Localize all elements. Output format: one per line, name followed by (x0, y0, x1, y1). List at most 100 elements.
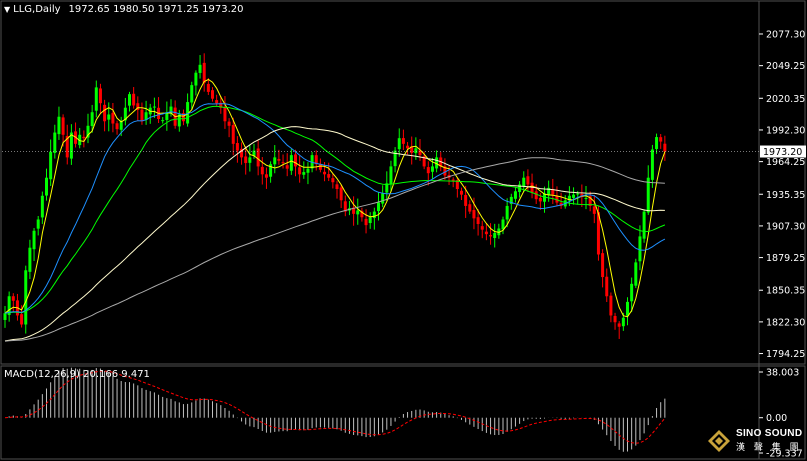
ma-line (4, 78, 666, 318)
candle-body (422, 156, 426, 167)
candle-body (223, 107, 227, 122)
candle-body (152, 106, 156, 108)
y-tick-label: 2049.25 (766, 61, 805, 72)
dropdown-triangle-icon[interactable]: ▼ (4, 5, 11, 14)
candle-body (655, 137, 659, 149)
candle-body (128, 94, 131, 106)
candle-body (426, 167, 430, 174)
candle-body (123, 107, 127, 121)
candle-body (659, 137, 663, 142)
candle-body (393, 150, 397, 167)
candle-body (144, 112, 148, 120)
candle-body (314, 155, 318, 165)
candle-body (650, 149, 654, 180)
candle-body (443, 166, 447, 176)
candle-body (231, 125, 235, 144)
candle-body (435, 157, 439, 169)
candle-body (240, 148, 244, 158)
candle-body (206, 83, 210, 92)
candle-body (526, 176, 530, 185)
candle-body (534, 191, 538, 200)
ohlc-values: 1972.65 1980.50 1971.25 1973.20 (68, 4, 244, 15)
candle-body (414, 148, 418, 154)
candle-body (20, 314, 24, 325)
symbol-label: LLG,Daily (13, 4, 61, 15)
y-tick-label: 1964.25 (766, 157, 805, 168)
ma-line (4, 126, 665, 342)
candle-body (397, 138, 401, 150)
candle-body (281, 162, 285, 164)
candle-body (576, 193, 580, 195)
candle-body (335, 184, 339, 189)
candle-body (310, 155, 314, 169)
candle-body (28, 247, 32, 272)
candle-body (364, 218, 368, 226)
current-price-label: 1973.20 (763, 147, 802, 158)
candle-body (294, 154, 297, 167)
candle-body (49, 151, 53, 180)
macd-tick-label: 38.003 (766, 368, 799, 379)
candle-body (596, 212, 600, 255)
candle-body (190, 85, 194, 103)
y-tick-label: 1850.35 (766, 286, 805, 297)
candle-body (285, 165, 289, 169)
candle-body (161, 120, 165, 122)
candle-body (360, 210, 364, 218)
candle-body (509, 196, 513, 204)
current-price-box (760, 145, 806, 158)
candle-body (410, 146, 414, 153)
ma-line (4, 157, 665, 342)
candle-body (572, 194, 576, 198)
candle-body (186, 102, 190, 124)
candle-body (323, 171, 327, 175)
candle-body (273, 157, 277, 165)
ma-line (4, 103, 666, 314)
candle-body (7, 296, 11, 315)
candle-body (642, 211, 646, 239)
candle-body (115, 123, 119, 130)
candle-body (377, 202, 380, 212)
candle-body (177, 114, 181, 127)
candle-body (480, 226, 484, 230)
candle-body (493, 233, 497, 239)
candle-body (45, 177, 48, 196)
candle-body (198, 64, 202, 73)
candle-body (343, 201, 347, 212)
macd-header: MACD(12,26,9) 20.166 9.471 (4, 369, 150, 380)
y-tick-label: 1907.30 (766, 221, 805, 232)
candle-body (601, 253, 605, 278)
logo-cn: 漢 聲 集 團 (736, 443, 802, 453)
candle-body (132, 93, 136, 106)
candle-body (119, 121, 123, 130)
y-tick-label: 2077.30 (766, 29, 805, 40)
y-tick-label: 1879.25 (766, 253, 805, 264)
candle-body (472, 210, 476, 219)
candle-body (215, 100, 219, 104)
main-panel-border (0, 0, 806, 365)
candle-body (501, 219, 505, 230)
macd-panel-border (0, 365, 806, 460)
candle-body (613, 315, 617, 323)
candle-body (302, 172, 306, 175)
candle-body (103, 104, 107, 122)
candle-body (277, 158, 281, 161)
candle-body (36, 219, 40, 229)
candle-body (78, 134, 82, 146)
candle-body (11, 296, 15, 301)
candle-body (464, 194, 468, 206)
candle-body (318, 164, 322, 170)
candle-body (356, 210, 360, 215)
candle-body (202, 62, 206, 83)
candle-body (663, 143, 667, 152)
candle-body (111, 112, 115, 124)
candle-body (256, 148, 260, 167)
candle-body (605, 276, 609, 297)
candle-body (227, 121, 231, 126)
ma-line (4, 105, 666, 314)
candle-body (646, 177, 650, 213)
y-tick-label: 1992.30 (766, 125, 805, 136)
candle-body (90, 112, 94, 127)
candle-body (584, 198, 588, 200)
candle-body (65, 135, 69, 158)
candle-body (621, 317, 625, 327)
